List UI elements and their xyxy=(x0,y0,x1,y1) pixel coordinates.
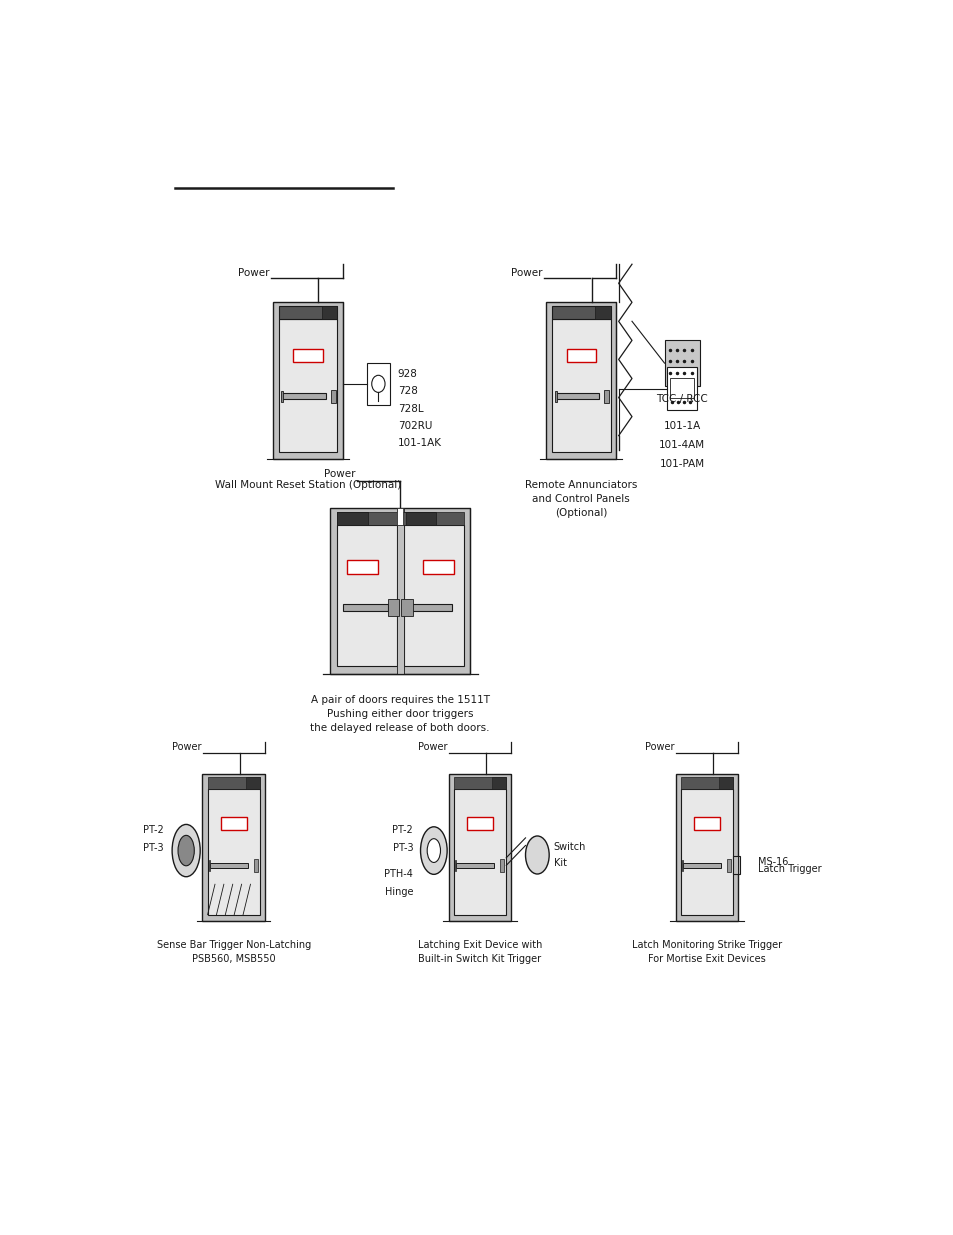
Bar xyxy=(454,789,506,915)
FancyBboxPatch shape xyxy=(664,341,700,387)
Text: PTH-4: PTH-4 xyxy=(384,869,413,879)
Bar xyxy=(331,390,335,403)
Bar xyxy=(448,774,511,921)
Ellipse shape xyxy=(178,835,194,866)
Bar xyxy=(670,378,694,398)
Bar xyxy=(388,599,398,616)
Bar xyxy=(209,860,210,871)
Ellipse shape xyxy=(420,826,447,874)
Bar xyxy=(273,303,342,459)
Text: 101-4AM: 101-4AM xyxy=(659,441,704,451)
Text: PT-3: PT-3 xyxy=(392,842,413,852)
Bar xyxy=(401,599,412,616)
Bar xyxy=(330,508,470,674)
Bar xyxy=(546,303,616,459)
Bar xyxy=(681,860,682,871)
Bar xyxy=(281,391,283,401)
Bar xyxy=(552,306,610,320)
Text: A pair of doors requires the 1511T
Pushing either door triggers
the delayed rele: A pair of doors requires the 1511T Pushi… xyxy=(310,695,490,734)
Bar xyxy=(253,858,258,872)
Bar xyxy=(595,306,610,320)
Bar xyxy=(396,508,403,525)
Text: Wall Mount Reset Station (Optional): Wall Mount Reset Station (Optional) xyxy=(214,480,400,490)
Bar xyxy=(202,774,265,921)
Text: Latching Exit Device with
Built-in Switch Kit Trigger: Latching Exit Device with Built-in Switc… xyxy=(417,940,541,965)
Bar xyxy=(422,561,453,574)
Bar xyxy=(682,862,720,868)
Bar xyxy=(406,604,452,610)
Text: PT-2: PT-2 xyxy=(143,825,164,835)
Text: Power: Power xyxy=(417,742,447,752)
Text: Kit: Kit xyxy=(553,857,566,868)
Text: Hinge: Hinge xyxy=(384,887,413,897)
Bar xyxy=(246,777,260,789)
Bar xyxy=(347,561,377,574)
Bar xyxy=(719,777,733,789)
Text: 728: 728 xyxy=(397,387,417,396)
Bar xyxy=(208,777,260,789)
Bar xyxy=(456,862,494,868)
Bar xyxy=(336,525,396,666)
Text: 101-1A: 101-1A xyxy=(663,421,700,431)
Bar xyxy=(282,394,325,399)
Bar xyxy=(492,777,506,789)
Bar xyxy=(680,777,733,789)
Bar xyxy=(726,858,731,872)
Text: PT-2: PT-2 xyxy=(392,825,413,835)
Bar xyxy=(552,320,610,452)
Text: 101-PAM: 101-PAM xyxy=(659,459,704,469)
Bar xyxy=(454,777,506,789)
Bar xyxy=(555,394,598,399)
Ellipse shape xyxy=(525,836,549,874)
Bar xyxy=(336,513,367,525)
Ellipse shape xyxy=(427,839,440,862)
Bar xyxy=(566,348,596,362)
Bar xyxy=(343,604,388,610)
Text: 101-1AK: 101-1AK xyxy=(397,437,441,448)
Text: Power: Power xyxy=(172,742,201,752)
Text: Remote Annunciators
and Control Panels
(Optional): Remote Annunciators and Control Panels (… xyxy=(524,480,637,517)
Bar xyxy=(466,816,493,830)
Bar xyxy=(499,858,504,872)
Bar xyxy=(396,508,403,674)
Bar xyxy=(278,320,336,452)
Bar xyxy=(403,513,435,525)
Text: Latch Monitoring Strike Trigger
For Mortise Exit Devices: Latch Monitoring Strike Trigger For Mort… xyxy=(631,940,781,965)
Text: Power: Power xyxy=(511,268,542,278)
Text: 728L: 728L xyxy=(397,404,423,414)
Text: Power: Power xyxy=(644,742,674,752)
Bar xyxy=(555,391,556,401)
Bar xyxy=(405,513,436,525)
Bar xyxy=(733,856,739,874)
Text: Sense Bar Trigger Non-Latching
PSB560, MSB550: Sense Bar Trigger Non-Latching PSB560, M… xyxy=(156,940,311,965)
Text: 702RU: 702RU xyxy=(397,421,432,431)
Text: 928: 928 xyxy=(397,369,417,379)
Text: MS-16: MS-16 xyxy=(758,857,787,867)
Bar xyxy=(278,306,336,320)
Bar xyxy=(693,816,720,830)
Text: Switch: Switch xyxy=(553,842,585,852)
Text: Power: Power xyxy=(324,469,355,479)
Bar xyxy=(210,862,248,868)
Bar xyxy=(336,513,368,525)
Ellipse shape xyxy=(172,825,200,877)
Text: TCC / RCC: TCC / RCC xyxy=(656,394,707,404)
Bar xyxy=(680,789,733,915)
Bar xyxy=(455,860,456,871)
Text: PT-3: PT-3 xyxy=(143,842,164,852)
Bar xyxy=(336,513,463,525)
Bar xyxy=(321,306,336,320)
Bar xyxy=(675,774,738,921)
Bar xyxy=(293,348,322,362)
Bar xyxy=(603,390,609,403)
Bar xyxy=(366,363,390,405)
Bar xyxy=(208,789,260,915)
Text: Latch Trigger: Latch Trigger xyxy=(758,863,821,874)
Bar xyxy=(220,816,247,830)
Bar xyxy=(403,525,463,666)
Bar xyxy=(667,367,697,410)
Text: Power: Power xyxy=(237,268,269,278)
